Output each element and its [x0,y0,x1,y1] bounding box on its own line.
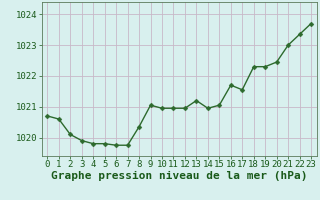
X-axis label: Graphe pression niveau de la mer (hPa): Graphe pression niveau de la mer (hPa) [51,171,308,181]
